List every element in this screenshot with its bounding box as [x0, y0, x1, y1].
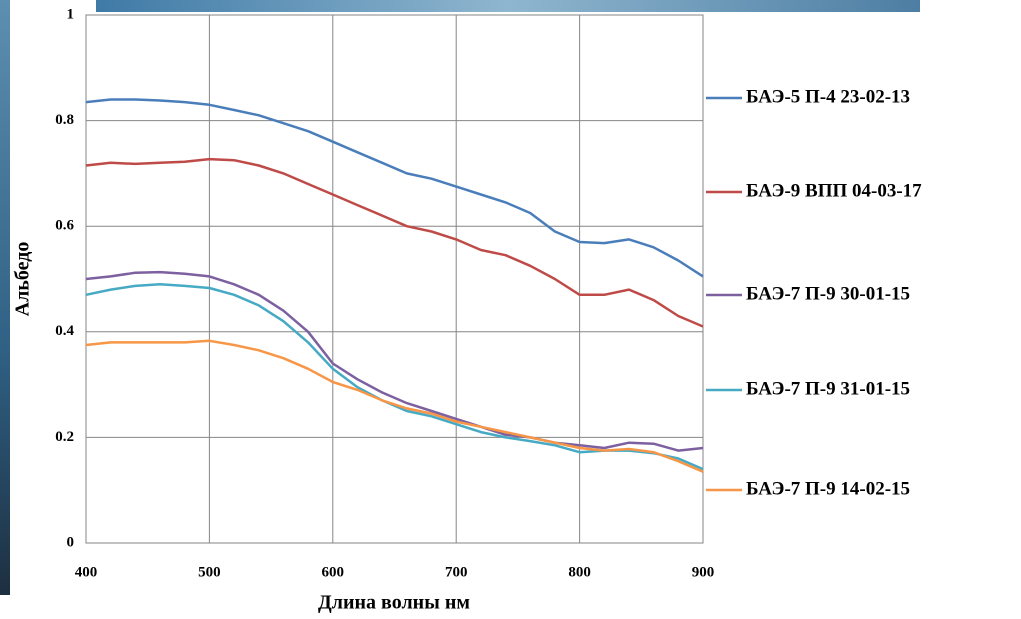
- data-line: [85, 339, 704, 473]
- y-tick-label: 0.6: [55, 218, 74, 234]
- y-tick-label: 0.4: [55, 323, 74, 339]
- legend-label: БАЭ-7 П-9 31-01-15: [746, 378, 910, 399]
- legend-label: БАЭ-7 П-9 30-01-15: [746, 283, 910, 304]
- x-tick-label: 900: [692, 564, 715, 580]
- data-line: [85, 157, 704, 328]
- background-strip: [0, 0, 10, 595]
- x-tick-label: 700: [445, 564, 468, 580]
- y-axis-title: Альбедо: [12, 242, 34, 317]
- y-tick-label: 0.8: [55, 112, 74, 128]
- legend-label: БАЭ-5 П-4 23-02-13: [746, 86, 910, 107]
- y-tick-label: 0: [67, 534, 75, 550]
- x-tick-label: 600: [322, 564, 345, 580]
- x-axis-title: Длина волны нм: [318, 592, 470, 614]
- legend-label: БАЭ-9 ВПП 04-03-17: [746, 180, 922, 201]
- x-tick-label: 500: [198, 564, 221, 580]
- x-tick-label: 400: [75, 564, 98, 580]
- data-line: [85, 98, 704, 278]
- plot-area: [85, 14, 704, 544]
- legend-label: БАЭ-7 П-9 14-02-15: [746, 478, 910, 499]
- data-line: [85, 270, 704, 452]
- background-strip: [96, 0, 920, 12]
- y-tick-label: 0.2: [55, 429, 74, 445]
- x-tick-label: 800: [568, 564, 591, 580]
- y-tick-label: 1: [67, 6, 75, 22]
